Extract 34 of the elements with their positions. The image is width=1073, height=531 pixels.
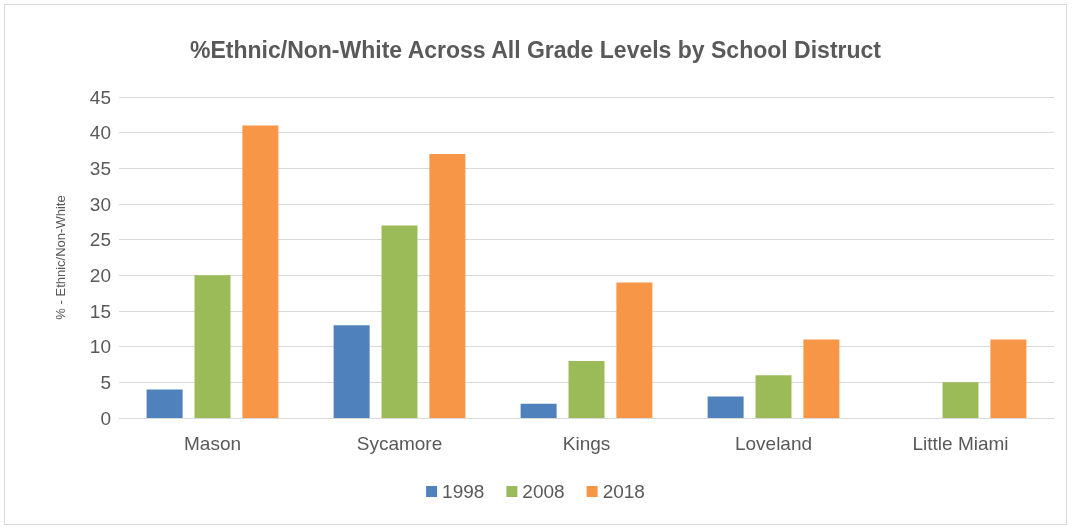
bar: [381, 225, 418, 418]
y-tick-label: 10: [89, 336, 111, 358]
x-tick-label: Kings: [562, 433, 611, 454]
bar: [194, 275, 231, 418]
bar: [333, 325, 370, 418]
bar: [520, 403, 557, 418]
y-tick-label: 45: [89, 86, 111, 108]
bar: [242, 125, 279, 418]
y-tick-label: 40: [89, 122, 111, 144]
bar: [755, 375, 792, 418]
x-tick-label: Sycamore: [356, 433, 443, 454]
x-tick-label: Mason: [183, 433, 242, 454]
y-tick-label: 5: [100, 371, 111, 393]
y-tick-label: 20: [89, 264, 111, 286]
bar: [990, 339, 1027, 418]
y-tick-label: 0: [100, 407, 111, 429]
bar: [942, 382, 979, 418]
bar: [146, 389, 183, 418]
legend-label: 2008: [522, 481, 565, 502]
bar: [568, 360, 605, 418]
x-tick-label: Loveland: [734, 433, 813, 454]
y-tick-label: 30: [89, 193, 111, 215]
y-tick-label: 35: [89, 157, 111, 179]
bar: [707, 396, 744, 418]
legend-label: 1998: [442, 481, 485, 502]
bar: [803, 339, 840, 418]
y-axis-title: % - Ethnic/Non-White: [53, 195, 68, 320]
legend-label: 2018: [602, 481, 645, 502]
bar: [616, 282, 653, 418]
y-tick-label: 25: [89, 229, 111, 251]
y-tick-label: 15: [89, 300, 111, 322]
x-tick-label: Little Miami: [912, 433, 1009, 454]
chart-title: %Ethnic/Non-White Across All Grade Levels by School Distruct: [190, 36, 882, 63]
bar: [429, 154, 466, 418]
